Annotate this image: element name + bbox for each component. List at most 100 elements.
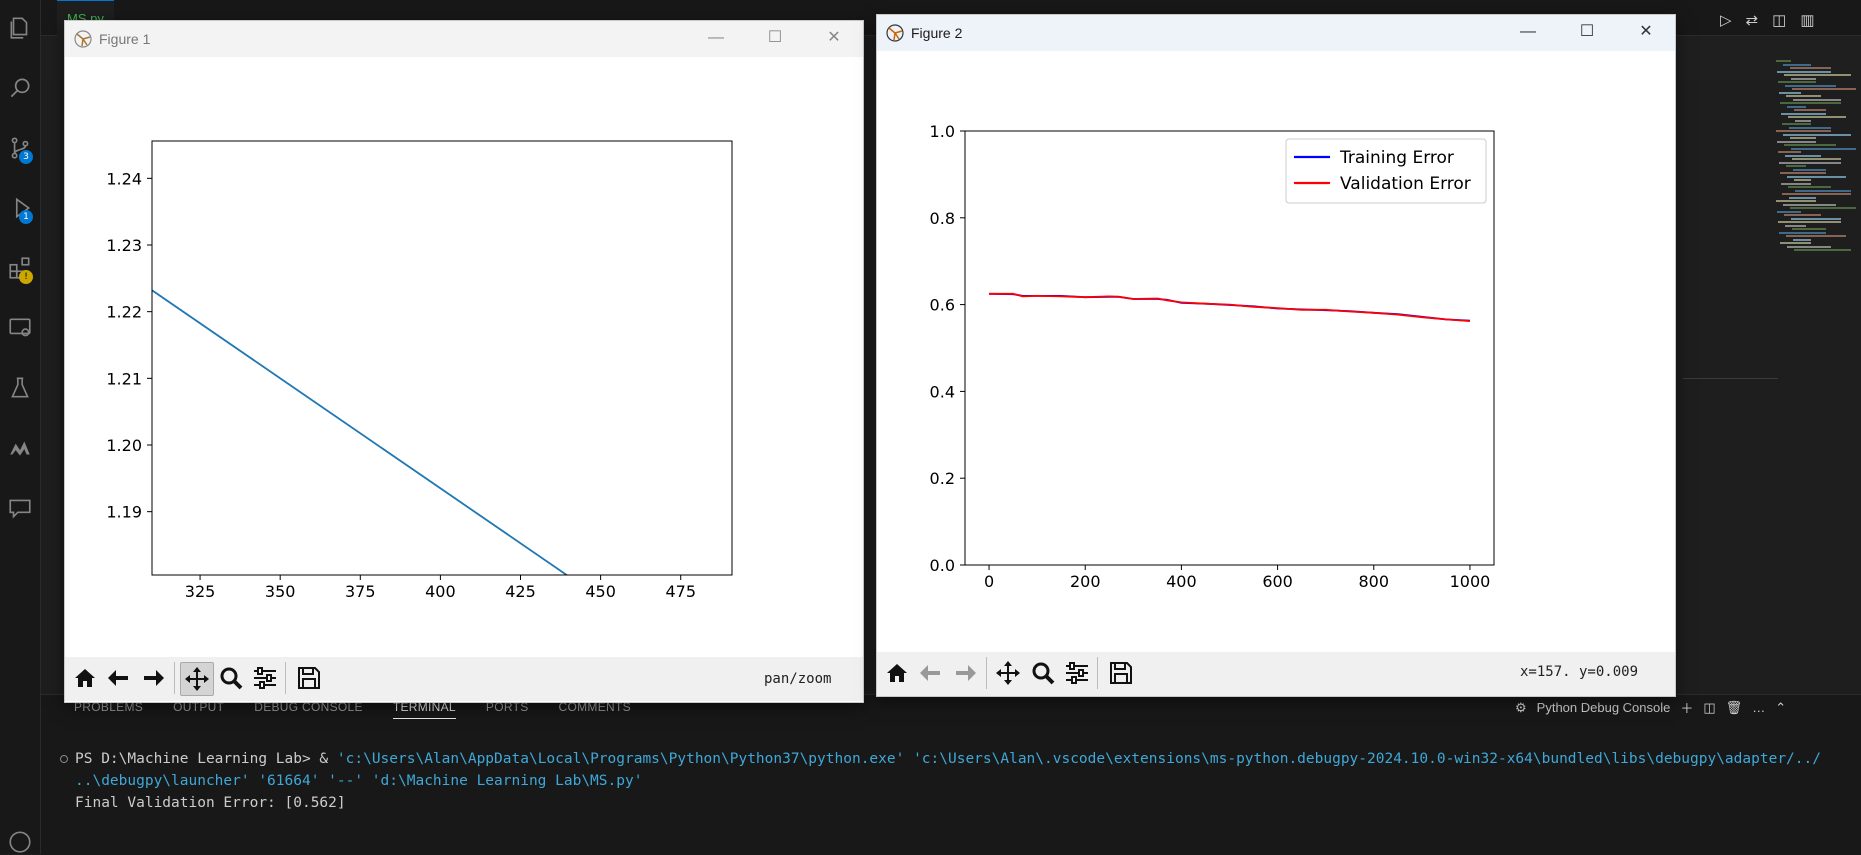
testing-icon[interactable]: [0, 368, 40, 408]
forward-arrow-icon[interactable]: [137, 662, 169, 694]
minimap-line: [1786, 165, 1806, 167]
home-icon[interactable]: [69, 662, 101, 694]
layout-icon[interactable]: ▥: [1800, 12, 1815, 29]
toolbar-separator: [285, 662, 286, 694]
minimap-line: [1788, 116, 1846, 118]
tab-comments[interactable]: COMMENTS: [558, 700, 631, 714]
x-tick-label: 400: [425, 582, 456, 601]
figure-2-titlebar[interactable]: Figure 2 — ☐ ✕: [877, 15, 1675, 51]
search-icon[interactable]: [0, 68, 40, 108]
close-icon[interactable]: ✕: [1639, 23, 1653, 40]
minimap-line: [1784, 214, 1821, 216]
minimize-icon[interactable]: —: [1520, 23, 1536, 40]
python-extension-icon[interactable]: [0, 428, 40, 468]
tab-output[interactable]: OUTPUT: [173, 700, 225, 714]
minimap-line: [1786, 235, 1846, 237]
activity-bar: 3 1 !: [0, 0, 41, 854]
close-icon[interactable]: ✕: [827, 29, 841, 46]
figure-1-plot[interactable]: 325 350 375 400 425 450 475 1.19 1.20 1.21 1.22 1.2…: [65, 57, 863, 657]
back-arrow-icon[interactable]: [915, 657, 947, 689]
minimap-line: [1781, 112, 1826, 115]
minimap-line: [1782, 193, 1851, 195]
run-debug-icon[interactable]: 1: [0, 188, 40, 228]
compare-icon[interactable]: ⇄: [1745, 12, 1759, 29]
home-icon[interactable]: [881, 657, 913, 689]
toolbar-separator: [1097, 657, 1098, 689]
save-icon[interactable]: [1105, 657, 1137, 689]
trash-icon[interactable]: 🗑: [1725, 699, 1743, 715]
minimap-line: [1781, 182, 1811, 185]
remote-explorer-icon[interactable]: [0, 308, 40, 348]
extensions-icon[interactable]: !: [0, 248, 40, 288]
y-tick-label: 1.23: [106, 236, 142, 255]
zoom-icon[interactable]: [215, 662, 247, 694]
chevron-up-icon[interactable]: ⌃: [1775, 699, 1787, 715]
comments-icon[interactable]: [0, 488, 40, 528]
y-tick-label: 1.20: [106, 436, 142, 455]
pan-icon[interactable]: [992, 657, 1024, 689]
figure-2-window[interactable]: Figure 2 — ☐ ✕ 0 200 400 600 800 1000 0.0 0.2 0.…: [876, 14, 1676, 697]
y-tick-label: 1.0: [930, 122, 955, 141]
minimap-line: [1778, 81, 1816, 83]
debug-badge: 1: [19, 210, 33, 224]
minimap-line: [1777, 140, 1816, 143]
figure-2-status: x=157. y=0.009: [1520, 664, 1639, 680]
source-control-icon[interactable]: 3: [0, 128, 40, 168]
minimap[interactable]: [1776, 60, 1861, 260]
configure-subplots-icon[interactable]: [1061, 657, 1093, 689]
minimize-icon[interactable]: —: [708, 29, 724, 46]
figure-1-titlebar[interactable]: Figure 1 — ☐ ✕: [65, 21, 863, 57]
x-tick-label: 0: [984, 572, 994, 591]
minimap-line: [1786, 95, 1821, 97]
explorer-icon[interactable]: [0, 8, 40, 48]
more-icon[interactable]: …: [1752, 700, 1766, 715]
minimap-line: [1776, 60, 1791, 62]
y-tick-label: 0.0: [930, 556, 955, 575]
terminal-prompt: PS D:\Machine Learning Lab>: [75, 751, 311, 767]
figure-1-window[interactable]: Figure 1 — ☐ ✕ 325 350 375 400 425 450 475 1.19…: [64, 20, 864, 703]
forward-arrow-icon[interactable]: [949, 657, 981, 689]
accounts-icon[interactable]: [0, 830, 40, 854]
debug-gear-icon: ⚙: [1515, 699, 1527, 715]
figure-2-title: Figure 2: [911, 25, 963, 41]
source-control-badge: 3: [19, 150, 33, 164]
terminal-name[interactable]: Python Debug Console: [1536, 700, 1671, 715]
figure-1-title: Figure 1: [99, 31, 151, 47]
minimap-line: [1790, 137, 1816, 139]
tab-terminal[interactable]: TERMINAL: [392, 700, 456, 719]
extensions-warning-badge: !: [19, 270, 33, 284]
tab-ports[interactable]: PORTS: [485, 700, 529, 714]
maximize-icon[interactable]: ☐: [1579, 23, 1595, 40]
split-editor-icon[interactable]: ◫: [1772, 12, 1787, 29]
minimap-line: [1791, 77, 1816, 80]
tab-problems[interactable]: PROBLEMS: [74, 700, 144, 714]
y-tick-label: 1.22: [106, 303, 142, 322]
configure-subplots-icon[interactable]: [249, 662, 281, 694]
new-terminal-icon[interactable]: ＋: [1680, 701, 1694, 716]
run-icon[interactable]: ▷: [1720, 12, 1732, 29]
split-terminal-icon[interactable]: ◫: [1703, 699, 1716, 715]
minimap-line: [1787, 105, 1806, 108]
minimap-line: [1782, 123, 1811, 125]
series-line-2: [989, 292, 1471, 322]
minimap-line: [1778, 151, 1801, 153]
y-tick-label: 0.6: [930, 296, 955, 315]
x-tick-label: 450: [585, 582, 616, 601]
minimap-line: [1793, 238, 1811, 241]
legend-label: Training Error: [1339, 148, 1454, 168]
minimap-line: [1793, 168, 1826, 171]
tab-debug-console[interactable]: DEBUG CONSOLE: [254, 700, 363, 714]
terminal-dot: [60, 755, 68, 763]
pan-icon[interactable]: [180, 662, 214, 696]
back-arrow-icon[interactable]: [103, 662, 135, 694]
minimap-line: [1792, 158, 1841, 160]
figure-2-plot[interactable]: 0 200 400 600 800 1000 0.0 0.2 0.4 0.6 0.8 1.0 Train…: [877, 51, 1675, 652]
maximize-icon[interactable]: ☐: [767, 29, 783, 46]
minimap-line: [1785, 84, 1836, 87]
terminal-output[interactable]: PS D:\Machine Learning Lab> & 'c:\Users\…: [60, 748, 1850, 814]
minimap-line: [1794, 109, 1826, 111]
zoom-icon[interactable]: [1027, 657, 1059, 689]
save-icon[interactable]: [293, 662, 325, 694]
x-tick-label: 475: [665, 582, 696, 601]
terminal-command: 'c:\Users\Alan\AppData\Local\Programs\Py…: [336, 751, 1821, 767]
